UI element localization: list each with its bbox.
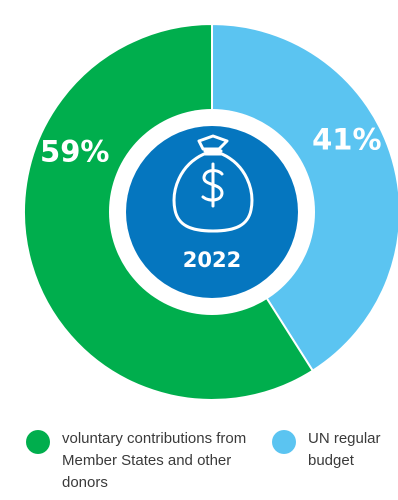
slice-value-label-un-regular-budget: 41% xyxy=(312,123,381,157)
legend-label-voluntary-contributions: voluntary contributions from Member Stat… xyxy=(62,430,247,491)
center-year-label: 2022 xyxy=(183,248,241,272)
legend-swatch-un-regular-budget xyxy=(272,430,296,454)
donut-chart: 2022 41% 59% xyxy=(23,22,398,401)
slice-labels: 41% 59% xyxy=(40,123,382,169)
slice-value-label-voluntary-contributions: 59% xyxy=(40,134,109,168)
legend-swatch-voluntary-contributions xyxy=(26,430,50,454)
center-disc xyxy=(126,126,298,298)
money-bag-dollar-icon xyxy=(172,134,254,233)
legend-label-un-regular-budget: UN regular budget xyxy=(308,430,381,469)
